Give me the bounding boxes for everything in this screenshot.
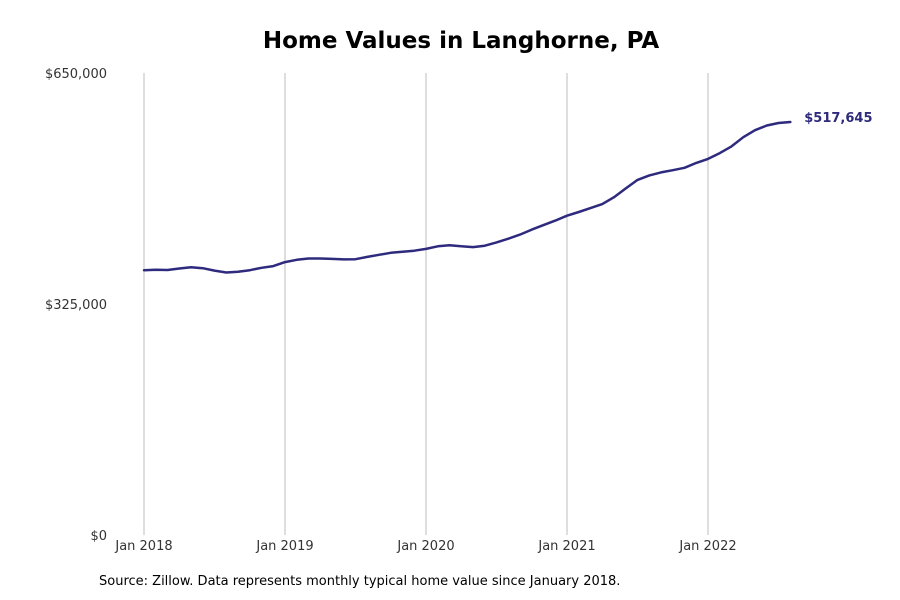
- end-value-label: $517,645: [804, 111, 872, 126]
- x-tick-label: Jan 2021: [537, 539, 595, 554]
- x-tick-label: Jan 2018: [114, 539, 172, 554]
- series-layer: $517,645: [142, 111, 873, 274]
- gridlines: [143, 73, 709, 535]
- series-line: [142, 120, 792, 274]
- y-tick-label: $325,000: [45, 298, 107, 313]
- source-note: Source: Zillow. Data represents monthly …: [99, 574, 621, 589]
- y-tick-label: $650,000: [45, 67, 107, 82]
- y-axis-ticks: $0 $325,000 $650,000: [45, 67, 107, 544]
- x-tick-label: Jan 2020: [396, 539, 454, 554]
- x-axis-ticks: Jan 2018 Jan 2019 Jan 2020 Jan 2021 Jan 2022: [114, 539, 736, 554]
- x-tick-label: Jan 2022: [678, 539, 736, 554]
- chart-title: Home Values in Langhorne, PA: [262, 28, 660, 54]
- y-tick-label: $0: [90, 529, 107, 544]
- x-tick-label: Jan 2019: [255, 539, 313, 554]
